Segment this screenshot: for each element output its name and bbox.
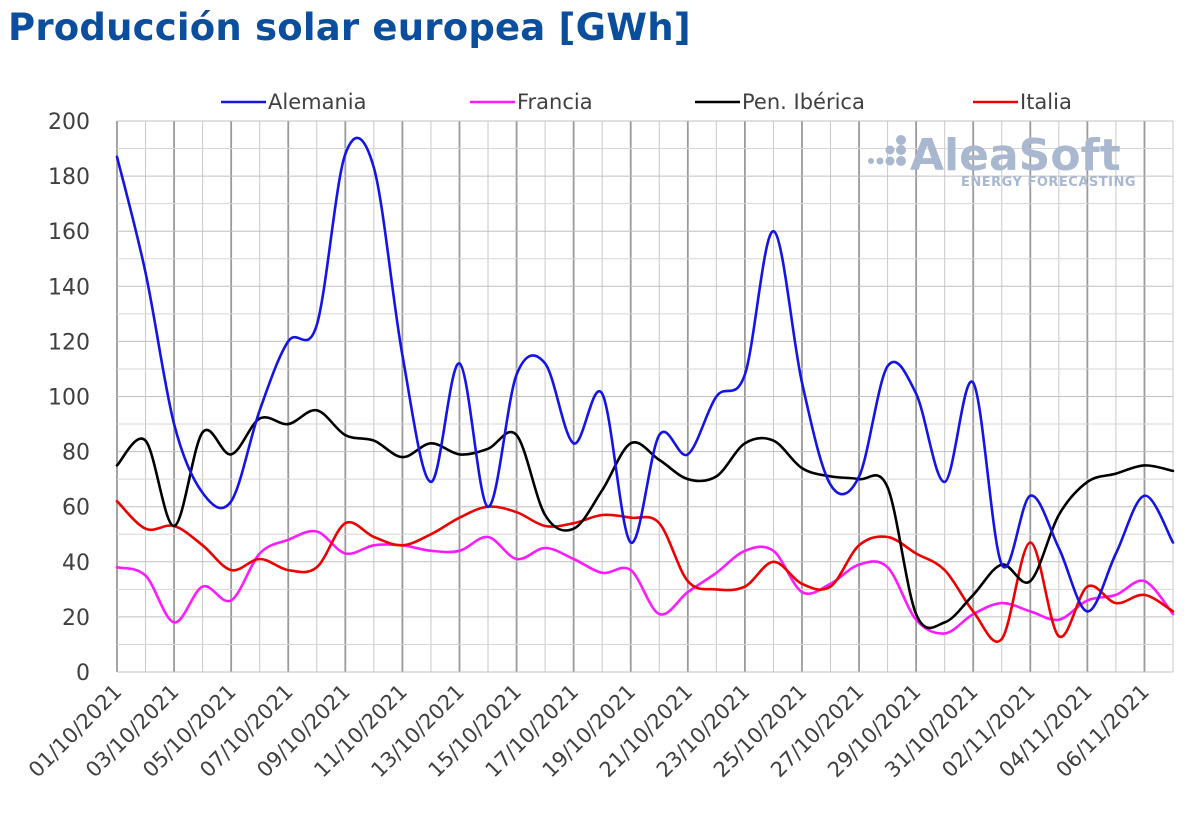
y-tick-label: 100 bbox=[48, 386, 90, 411]
grid bbox=[116, 120, 1174, 673]
legend-label-pen-iberica: Pen. Ibérica bbox=[742, 90, 865, 114]
legend-label-alemania: Alemania bbox=[268, 90, 366, 114]
y-tick-label: 80 bbox=[62, 441, 90, 466]
y-tick-label: 140 bbox=[48, 275, 90, 300]
series-line-alemania bbox=[115, 136, 1175, 613]
x-axis-ticks: 01/10/202103/10/202105/10/202107/10/2021… bbox=[24, 680, 1154, 783]
legend-label-francia: Francia bbox=[517, 90, 593, 114]
aleasoft-logo: AleaSoft ENERGY FORECASTING bbox=[868, 130, 1136, 190]
y-axis-ticks: 0 20 40 60 80 100 120 140 160 180 200 bbox=[48, 110, 90, 686]
y-tick-label: 0 bbox=[76, 661, 90, 686]
legend: Alemania Francia Pen. Ibérica Italia bbox=[221, 90, 1072, 114]
series-line-francia bbox=[115, 529, 1175, 635]
legend-label-italia: Italia bbox=[1020, 90, 1072, 114]
chart-title: Producción solar europea [GWh] bbox=[8, 6, 691, 49]
y-tick-label: 20 bbox=[62, 606, 90, 631]
logo-tagline: ENERGY FORECASTING bbox=[961, 175, 1136, 190]
series-line-pen-iberica bbox=[115, 408, 1175, 630]
y-tick-label: 160 bbox=[48, 220, 90, 245]
y-tick-label: 60 bbox=[62, 496, 90, 521]
series-line-italia bbox=[115, 499, 1175, 643]
y-tick-label: 180 bbox=[48, 165, 90, 190]
y-tick-label: 200 bbox=[48, 110, 90, 135]
series-lines bbox=[115, 136, 1175, 643]
y-tick-label: 40 bbox=[62, 551, 90, 576]
logo-dots-icon bbox=[868, 135, 906, 166]
logo-name: AleaSoft bbox=[910, 130, 1121, 181]
y-tick-label: 120 bbox=[48, 330, 90, 355]
